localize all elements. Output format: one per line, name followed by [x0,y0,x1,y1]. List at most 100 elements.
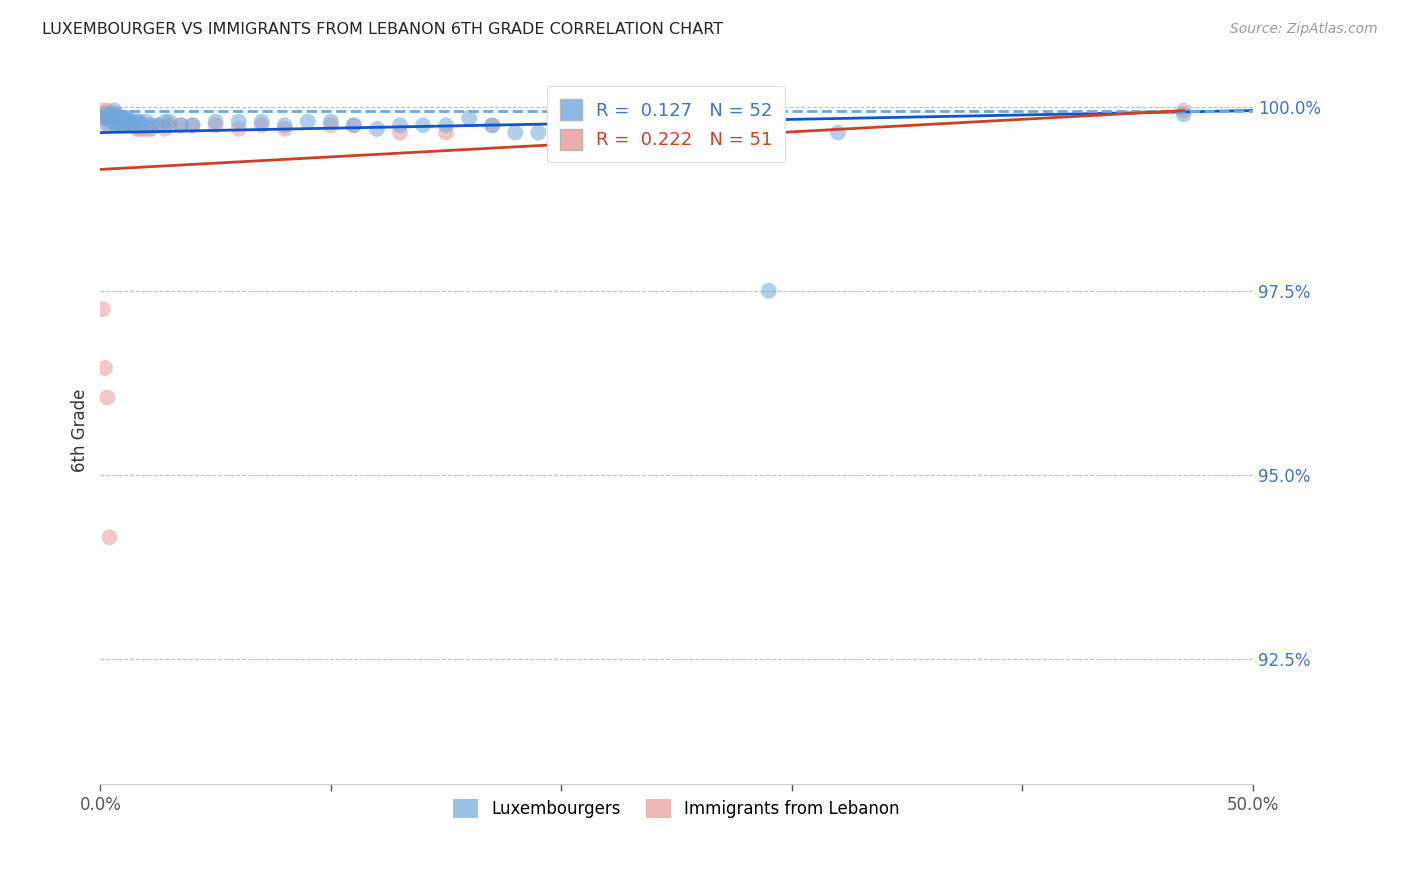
Point [110,118,132,132]
Point [412,118,434,132]
Point [103,111,125,125]
Point [319,118,342,132]
Point [98,530,121,544]
Point [110,111,132,125]
Point [128,122,150,136]
Point [481,118,503,132]
Point [94,111,117,125]
Point [1173,107,1195,121]
Point [131,118,153,132]
Point [98,118,121,132]
Point [250,114,273,128]
Point [114,114,136,128]
Point [114,111,136,125]
Point [117,114,139,128]
Point [228,122,250,136]
Point [319,114,342,128]
Point [105,107,128,121]
Point [120,118,142,132]
Point [101,111,124,125]
Point [96,111,118,125]
Point [112,114,135,128]
Point [204,114,226,128]
Point [503,126,526,140]
Point [127,122,149,136]
Point [96,111,118,125]
Text: Source: ZipAtlas.com: Source: ZipAtlas.com [1230,22,1378,37]
Point [366,122,388,136]
Point [94,361,117,376]
Y-axis label: 6th Grade: 6th Grade [72,389,89,472]
Point [181,118,204,132]
Point [139,122,162,136]
Point [274,118,297,132]
Point [101,114,124,128]
Point [388,126,411,140]
Point [94,107,117,121]
Point [107,114,129,128]
Point [481,118,503,132]
Point [110,118,132,132]
Point [91,302,114,317]
Point [228,114,250,128]
Point [127,114,149,128]
Point [1173,103,1195,118]
Point [105,111,128,125]
Point [153,114,176,128]
Point [153,122,176,136]
Text: LUXEMBOURGER VS IMMIGRANTS FROM LEBANON 6TH GRADE CORRELATION CHART: LUXEMBOURGER VS IMMIGRANTS FROM LEBANON … [42,22,723,37]
Point [96,391,118,405]
Point [458,111,481,125]
Point [159,114,181,128]
Point [170,118,193,132]
Point [121,114,143,128]
Point [343,118,366,132]
Point [96,118,118,132]
Point [434,126,457,140]
Point [107,111,129,125]
Point [550,126,572,140]
Point [135,118,157,132]
Point [121,118,143,132]
Point [135,114,157,128]
Point [124,118,146,132]
Point [112,118,135,132]
Point [388,118,411,132]
Point [159,118,181,132]
Point [107,118,129,132]
Point [343,118,366,132]
Point [117,111,139,125]
Point [146,118,169,132]
Point [134,122,156,136]
Point [274,122,297,136]
Point [112,111,135,125]
Point [181,118,204,132]
Point [120,118,142,132]
Point [101,111,124,125]
Point [103,111,125,125]
Point [204,118,226,132]
Point [827,126,849,140]
Point [112,118,135,132]
Point [107,111,129,125]
Point [297,114,319,128]
Point [550,126,572,140]
Point [91,111,114,125]
Point [138,122,160,136]
Point [170,118,193,132]
Point [434,118,457,132]
Point [91,103,114,118]
Point [98,111,121,125]
Point [758,284,780,298]
Point [124,118,146,132]
Point [250,118,273,132]
Point [101,107,124,121]
Point [146,118,169,132]
Point [105,118,128,132]
Point [103,103,125,118]
Legend: Luxembourgers, Immigrants from Lebanon: Luxembourgers, Immigrants from Lebanon [447,792,907,825]
Point [98,107,121,121]
Point [103,107,125,121]
Point [131,118,153,132]
Point [96,103,118,118]
